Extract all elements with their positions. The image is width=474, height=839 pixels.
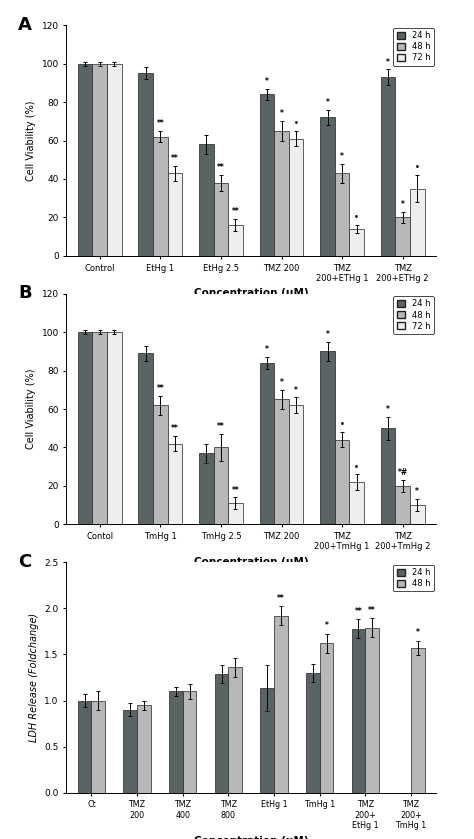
Text: *#: *# bbox=[398, 468, 408, 477]
Text: **: ** bbox=[232, 207, 239, 216]
Bar bbox=[349, 229, 364, 256]
Text: •: • bbox=[354, 462, 359, 472]
Text: **: ** bbox=[368, 606, 376, 615]
Bar bbox=[169, 691, 183, 793]
Text: *: * bbox=[280, 109, 283, 118]
Bar bbox=[306, 673, 319, 793]
Bar bbox=[91, 701, 105, 793]
Y-axis label: Cell Viability (%): Cell Viability (%) bbox=[26, 101, 36, 180]
X-axis label: Concentration (μM): Concentration (μM) bbox=[194, 557, 309, 567]
Bar bbox=[381, 77, 395, 256]
Bar bbox=[228, 225, 243, 256]
Bar bbox=[260, 95, 274, 256]
Bar bbox=[319, 644, 333, 793]
Bar bbox=[274, 131, 289, 256]
Bar bbox=[199, 144, 214, 256]
Text: *: * bbox=[294, 386, 298, 394]
Bar bbox=[395, 486, 410, 524]
Bar bbox=[214, 447, 228, 524]
Bar bbox=[410, 505, 425, 524]
Text: *: * bbox=[401, 200, 405, 209]
Text: **: ** bbox=[171, 424, 179, 433]
Text: •: • bbox=[340, 420, 345, 430]
Text: •: • bbox=[415, 164, 420, 172]
Text: *: * bbox=[325, 622, 328, 630]
Bar bbox=[320, 117, 335, 256]
Bar bbox=[123, 710, 137, 793]
Bar bbox=[107, 64, 121, 256]
Text: *: * bbox=[265, 76, 269, 86]
Bar bbox=[335, 440, 349, 524]
Bar bbox=[352, 628, 365, 793]
Bar bbox=[228, 503, 243, 524]
Text: •: • bbox=[293, 119, 299, 128]
Bar bbox=[107, 332, 121, 524]
Bar bbox=[260, 362, 274, 524]
Bar bbox=[168, 444, 182, 524]
Bar bbox=[153, 137, 168, 256]
Text: *: * bbox=[415, 487, 419, 497]
Bar bbox=[92, 64, 107, 256]
Bar bbox=[289, 405, 303, 524]
Text: *: * bbox=[326, 330, 329, 339]
Bar bbox=[215, 674, 228, 793]
Text: •: • bbox=[354, 213, 359, 222]
Text: *: * bbox=[340, 152, 344, 161]
Bar bbox=[78, 64, 92, 256]
Text: *: * bbox=[280, 378, 283, 387]
Bar bbox=[153, 405, 168, 524]
Bar bbox=[260, 688, 274, 793]
Y-axis label: Cell Viability (%): Cell Viability (%) bbox=[26, 369, 36, 449]
Text: **: ** bbox=[355, 607, 362, 616]
Legend: 24 h, 48 h, 72 h: 24 h, 48 h, 72 h bbox=[393, 296, 434, 334]
Bar bbox=[168, 173, 182, 256]
Bar bbox=[138, 353, 153, 524]
X-axis label: Concentration (μM): Concentration (μM) bbox=[194, 289, 309, 299]
Text: **: ** bbox=[277, 594, 285, 602]
Bar bbox=[289, 138, 303, 256]
Bar bbox=[138, 73, 153, 256]
Bar bbox=[274, 399, 289, 524]
Bar bbox=[228, 667, 242, 793]
Text: **: ** bbox=[171, 154, 179, 163]
Bar bbox=[183, 691, 196, 793]
Bar bbox=[381, 428, 395, 524]
Bar bbox=[411, 648, 425, 793]
Text: *: * bbox=[416, 628, 420, 637]
Text: *: * bbox=[265, 345, 269, 354]
Bar bbox=[365, 628, 379, 793]
Bar bbox=[410, 189, 425, 256]
Bar bbox=[395, 217, 410, 256]
Text: **: ** bbox=[156, 119, 164, 128]
Bar bbox=[199, 453, 214, 524]
Bar bbox=[274, 616, 288, 793]
Text: A: A bbox=[18, 16, 32, 34]
Text: **: ** bbox=[232, 486, 239, 494]
Text: C: C bbox=[18, 553, 32, 571]
Y-axis label: LDH Release (Foldchange): LDH Release (Foldchange) bbox=[29, 613, 39, 742]
X-axis label: Concentration (μM): Concentration (μM) bbox=[194, 836, 309, 839]
Bar bbox=[92, 332, 107, 524]
Bar bbox=[78, 701, 91, 793]
Bar bbox=[137, 705, 151, 793]
Text: *: * bbox=[386, 58, 390, 66]
Bar bbox=[349, 482, 364, 524]
Legend: 24 h, 48 h: 24 h, 48 h bbox=[393, 565, 434, 591]
Bar bbox=[335, 173, 349, 256]
Text: *: * bbox=[326, 98, 329, 107]
Bar bbox=[78, 332, 92, 524]
Text: *: * bbox=[386, 405, 390, 414]
Bar bbox=[214, 183, 228, 256]
Text: B: B bbox=[18, 284, 32, 302]
Legend: 24 h, 48 h, 72 h: 24 h, 48 h, 72 h bbox=[393, 28, 434, 65]
Text: **: ** bbox=[217, 422, 225, 431]
Text: **: ** bbox=[156, 383, 164, 393]
Bar bbox=[320, 352, 335, 524]
Text: **: ** bbox=[217, 164, 225, 172]
